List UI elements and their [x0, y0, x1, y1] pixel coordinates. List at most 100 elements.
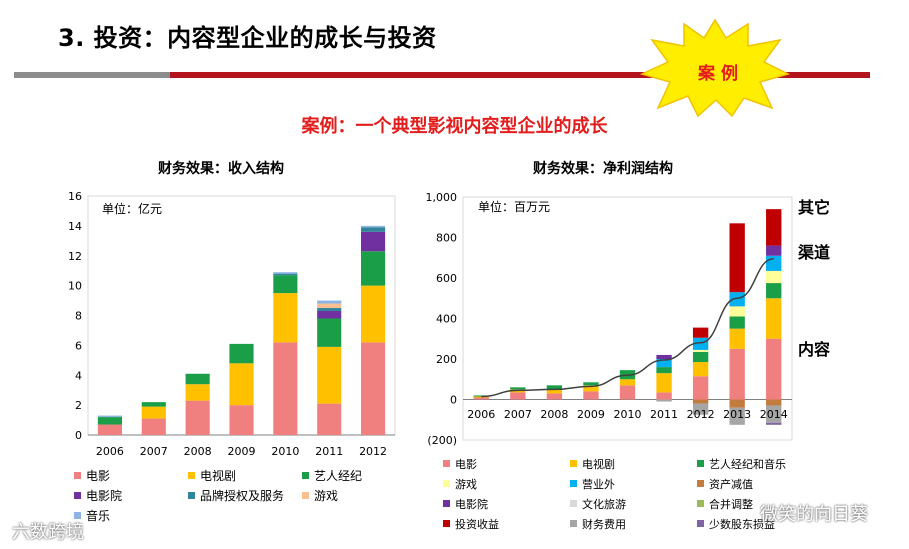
legend-label: 电视剧 — [200, 468, 236, 483]
legend-label: 电影 — [455, 458, 477, 471]
legend-label: 电影院 — [86, 489, 122, 503]
x-tick-label: 2008 — [184, 445, 212, 458]
bar-segment — [692, 337, 709, 350]
bar-segment — [766, 255, 782, 271]
bar-segment — [361, 285, 386, 343]
y-tick-label: 400 — [436, 313, 457, 326]
trend-line — [481, 258, 774, 398]
bar-segment — [656, 354, 672, 359]
x-tick-label: 2007 — [140, 445, 168, 458]
bar-segment — [361, 251, 386, 286]
legend-swatch — [188, 472, 195, 479]
bar-segment — [229, 343, 254, 364]
bar-segment — [766, 338, 782, 400]
legend-swatch — [570, 460, 577, 467]
legend-label: 艺人经纪 — [314, 469, 362, 483]
bar-segment — [510, 387, 526, 390]
legend-swatch — [443, 520, 450, 527]
x-tick-label: 2014 — [760, 408, 788, 421]
bar-segment — [729, 348, 745, 400]
bar-segment — [273, 273, 298, 276]
bar-segment — [185, 384, 210, 401]
bar-segment — [546, 389, 563, 394]
bar-segment — [141, 418, 166, 435]
bar-segment — [229, 363, 254, 406]
legend-swatch — [302, 492, 309, 499]
bar-segment — [766, 245, 782, 256]
watermark-right: 微笑的向日葵 — [760, 504, 868, 525]
legend-swatch — [443, 460, 450, 467]
x-tick-label: 2006 — [96, 445, 124, 458]
bar-segment — [185, 400, 210, 435]
bar-segment — [729, 306, 745, 317]
bar-segment — [729, 328, 745, 349]
bar-segment — [273, 272, 298, 274]
bar-segment — [317, 303, 342, 309]
bar-segment — [729, 399, 745, 408]
bar-segment — [361, 342, 386, 435]
legend-swatch — [697, 520, 704, 527]
revenue-chart-title: 财务效果：收入结构 — [158, 161, 284, 177]
legend-swatch — [188, 492, 195, 499]
segment-annotation: 内容 — [798, 340, 830, 359]
legend-swatch — [302, 472, 309, 479]
legend-label: 营业外 — [582, 477, 615, 491]
legend-swatch — [570, 480, 577, 487]
legend-swatch — [697, 480, 704, 487]
slide-title: 3. 投资：内容型企业的成长与投资 — [58, 24, 437, 52]
segment-annotation: 其它 — [798, 198, 830, 217]
bar-segment — [361, 231, 386, 252]
bar-segment — [97, 415, 122, 418]
bar-segment — [766, 283, 782, 299]
legend-swatch — [443, 480, 450, 487]
bar-segment — [766, 298, 782, 339]
bar-segment — [692, 349, 709, 352]
y-tick-label: 14 — [68, 220, 82, 233]
unit-label: 单位：亿元 — [102, 201, 162, 216]
bar-segment — [729, 316, 745, 329]
bar-segment — [546, 393, 563, 400]
bar-segment — [273, 293, 298, 343]
starburst-shape — [640, 18, 790, 118]
bar-segment — [692, 403, 709, 415]
legend-label: 资产减值 — [709, 477, 753, 491]
y-tick-label: 200 — [436, 353, 457, 366]
bar-segment — [692, 376, 709, 400]
bar-segment — [583, 391, 599, 400]
y-tick-label: 4 — [75, 369, 82, 382]
case-badge: 案 例 — [640, 18, 790, 118]
case-badge-label: 案 例 — [697, 63, 738, 84]
bar-segment — [656, 392, 672, 400]
x-tick-label: 2011 — [315, 445, 343, 458]
profit-chart-title: 财务效果：净利润结构 — [533, 161, 673, 177]
bar-segment — [656, 359, 672, 368]
bar-segment — [583, 382, 599, 386]
legend-label: 合并调整 — [709, 497, 753, 511]
bar-segment — [317, 318, 342, 347]
bar-segment — [361, 225, 386, 228]
legend-label: 财务费用 — [582, 517, 626, 531]
legend-label: 少数股东损益 — [709, 517, 775, 531]
x-tick-label: 2006 — [467, 408, 495, 421]
legend-label: 艺人经纪和音乐 — [709, 457, 786, 471]
bar-segment — [766, 270, 782, 284]
bar-segment — [97, 417, 122, 425]
bar-segment — [97, 424, 122, 435]
bar-segment — [473, 397, 489, 400]
bar-segment — [317, 403, 342, 435]
x-tick-label: 2012 — [359, 445, 387, 458]
bar-segment — [317, 300, 342, 304]
y-tick-label: 8 — [75, 310, 82, 323]
legend-swatch — [443, 500, 450, 507]
bar-segment — [729, 223, 745, 293]
bar-segment — [656, 373, 672, 393]
x-tick-label: 2010 — [614, 408, 642, 421]
bar-segment — [583, 385, 599, 392]
unit-label: 单位：百万元 — [478, 199, 550, 214]
bar-segment — [729, 407, 745, 425]
y-tick-label: 0 — [450, 394, 457, 407]
bar-segment — [546, 385, 563, 390]
legend-swatch — [697, 460, 704, 467]
